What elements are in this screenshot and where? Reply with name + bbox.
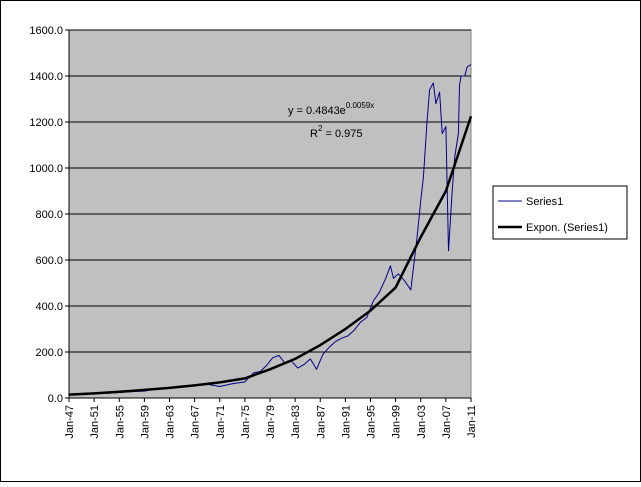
y-tick-label: 1000.0	[29, 163, 63, 175]
y-tick-label: 0.0	[48, 393, 63, 405]
x-tick-label: Jan-79	[265, 405, 277, 439]
x-tick-label: Jan-03	[416, 405, 428, 439]
x-tick-label: Jan-83	[290, 405, 302, 439]
x-tick-label: Jan-63	[165, 405, 177, 439]
x-tick-label: Jan-67	[190, 405, 202, 439]
x-tick-label: Jan-47	[64, 405, 76, 439]
series-lines	[68, 64, 473, 396]
x-tick-label: Jan-11	[466, 405, 478, 438]
y-tick-label: 1600.0	[29, 25, 63, 37]
y-tick-label: 1200.0	[29, 117, 63, 129]
x-tick-label: Jan-91	[340, 405, 352, 439]
x-tick-label: Jan-99	[391, 405, 403, 439]
legend-label-expon: Expon. (Series1)	[526, 222, 608, 234]
exponential-trendline	[68, 115, 473, 396]
x-tick-label: Jan-07	[441, 405, 453, 439]
x-axis-ticks: Jan-47 Jan-51 Jan-55 Jan-59 Jan-63 Jan-67 Jan-…	[64, 398, 478, 439]
y-tick-label: 600.0	[35, 255, 63, 267]
y-tick-label: 800.0	[35, 209, 63, 221]
equation-text: y = 0.4843e0.0059x	[288, 101, 374, 117]
y-tick-label: 1400.0	[29, 71, 63, 83]
x-tick-label: Jan-71	[215, 405, 227, 439]
y-axis-ticks: 0.0 200.0 400.0 600.0 800.0 1000.0 1200.0 1400.…	[29, 25, 471, 405]
y-tick-label: 400.0	[35, 301, 63, 313]
x-tick-label: Jan-75	[240, 405, 252, 439]
r-squared-text: R2 = 0.975	[310, 124, 362, 140]
y-tick-label: 200.0	[35, 347, 63, 359]
gridlines	[69, 29, 471, 399]
legend: Series1 Expon. (Series1)	[492, 185, 628, 240]
x-tick-label: Jan-59	[139, 405, 151, 439]
x-tick-label: Jan-87	[315, 405, 327, 439]
legend-label-series1: Series1	[526, 196, 563, 208]
x-tick-label: Jan-51	[89, 405, 101, 439]
x-tick-label: Jan-95	[366, 405, 378, 439]
trendline-equation: y = 0.4843e0.0059x R2 = 0.975	[288, 101, 374, 140]
x-tick-label: Jan-55	[114, 405, 126, 439]
legend-box	[492, 185, 628, 240]
